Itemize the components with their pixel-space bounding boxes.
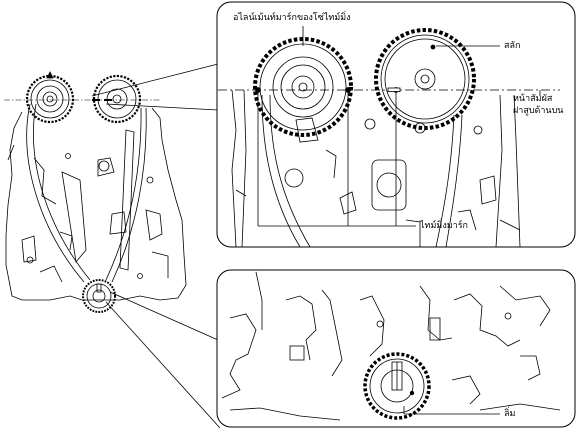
alignment-dot (255, 87, 261, 93)
crank-sprocket-detail (363, 352, 431, 420)
intake-cam-sprocket (92, 74, 142, 124)
crank-detail-view (221, 271, 561, 421)
crank-sprocket (82, 279, 116, 313)
alignment-dot (345, 87, 351, 93)
alignment-mark-label: อไลน์เม้นท์มาร์กของโซ่ไทม์มิ่ง (233, 13, 351, 23)
engine-overview (4, 63, 221, 429)
timing-mark-label: ไทม์มิ่งมาร์ก (420, 221, 468, 231)
key-label: ลิ่ม (504, 409, 516, 419)
cam-detail-view (218, 26, 560, 247)
pin-label: สลัก (504, 41, 521, 51)
crank-detail-frame (216, 269, 576, 428)
exhaust-cam-sprocket (25, 74, 75, 124)
head-surface-label-line2: ฝาสูบด้านบน (513, 106, 564, 116)
intake-sprocket-detail (374, 28, 476, 130)
head-surface-label-line1: หน้าสัมผัส (513, 94, 553, 104)
